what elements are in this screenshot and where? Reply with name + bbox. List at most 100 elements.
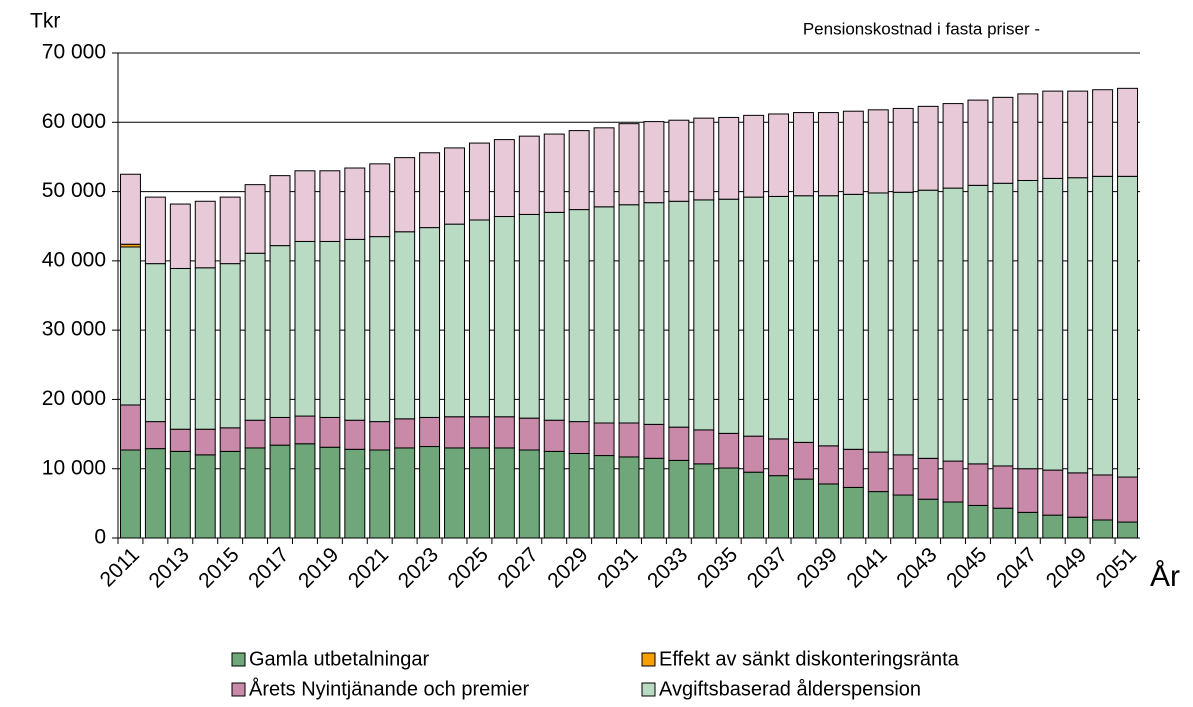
bar-segment	[693, 199, 715, 431]
bar-segment	[568, 130, 590, 211]
bar-segment	[369, 421, 391, 451]
bar-segment	[867, 109, 889, 194]
x-tick-label: 2011	[96, 543, 144, 591]
bar-segment	[294, 240, 316, 417]
bar-segment	[468, 219, 490, 418]
legend-label: Gamla utbetalningar	[249, 648, 429, 670]
bar-segment	[668, 459, 690, 539]
bar-segment	[144, 263, 166, 423]
bar-segment	[144, 196, 166, 265]
legend-swatch	[641, 682, 656, 697]
bar-segment	[743, 435, 765, 473]
bar-segment	[369, 163, 391, 238]
bar-segment	[518, 449, 540, 539]
y-axis-label: Tkr	[30, 10, 60, 33]
bar-segment	[419, 152, 441, 229]
x-tick-label: 2019	[294, 543, 343, 592]
y-tick-label: 30 000	[42, 318, 106, 341]
bar-segment	[693, 117, 715, 201]
bar-segment	[419, 446, 441, 539]
bar-segment	[768, 475, 790, 539]
bar-segment	[244, 252, 266, 421]
bar-segment	[842, 110, 864, 195]
bar-segment	[817, 112, 839, 197]
bar-segment	[269, 444, 291, 539]
bar-segment	[468, 416, 490, 449]
bar-segment	[1042, 469, 1064, 516]
bar-segment	[643, 457, 665, 539]
bar-segment	[892, 494, 914, 539]
x-tick-label: 2037	[743, 543, 792, 592]
bar-segment	[942, 103, 964, 189]
bar-segment	[119, 404, 141, 451]
bar-segment	[842, 448, 864, 488]
bar-segment	[718, 432, 740, 469]
bar-segment	[568, 452, 590, 539]
bar-segment	[768, 438, 790, 477]
bar-segment	[867, 192, 889, 453]
x-tick-label: 2025	[444, 543, 493, 592]
y-tick-label: 10 000	[42, 456, 106, 479]
bar-segment	[942, 501, 964, 539]
legend-label: Årets Nyintjänande och premier	[249, 677, 529, 700]
bar-segment	[942, 187, 964, 462]
bar-segment	[194, 267, 216, 430]
chart-title: Pensionskostnad i fasta priser -	[803, 19, 1040, 38]
bar-segment	[1092, 89, 1114, 177]
x-tick-label: 2029	[543, 543, 592, 592]
bar-segment	[543, 211, 565, 421]
bar-segment	[967, 99, 989, 186]
bar-segment	[468, 142, 490, 221]
bar-segment	[768, 113, 790, 197]
bar-segment	[219, 427, 241, 452]
bar-segment	[842, 486, 864, 539]
bar-segment	[294, 415, 316, 445]
bar-segment	[419, 416, 441, 448]
legend-swatch	[641, 652, 656, 667]
legend-label: Effekt av sänkt diskonteringsränta	[659, 648, 960, 670]
bar-segment	[743, 196, 765, 437]
bar-segment	[444, 223, 465, 418]
bar-segment	[394, 157, 416, 233]
bar-segment	[743, 114, 765, 198]
bar-segment	[668, 426, 690, 461]
bar-segment	[294, 443, 316, 539]
bar-segment	[1042, 177, 1064, 471]
bar-segment	[867, 491, 889, 539]
bar-segment	[967, 184, 989, 465]
bar-segment	[1117, 87, 1139, 177]
bar-segment	[169, 267, 191, 430]
bar-segment	[369, 449, 391, 539]
bar-segment	[493, 139, 515, 218]
bar-segment	[244, 184, 266, 254]
y-tick-label: 50 000	[42, 179, 106, 202]
bar-segment	[369, 236, 391, 423]
x-tick-label: 2047	[992, 543, 1041, 592]
bar-segment	[1117, 521, 1139, 539]
bar-segment	[169, 428, 191, 452]
bar-segment	[493, 416, 515, 449]
x-axis-label: År	[1150, 560, 1180, 593]
bar-segment	[1117, 476, 1139, 523]
x-tick-label: 2023	[394, 543, 443, 592]
bar-segment	[394, 447, 416, 539]
bar-segment	[518, 417, 540, 451]
y-tick-label: 20 000	[42, 387, 106, 410]
bar-segment	[344, 167, 366, 240]
bar-segment	[793, 478, 814, 539]
bar-segment	[169, 450, 191, 539]
bar-segment	[892, 107, 914, 193]
bar-segment	[693, 429, 715, 465]
bar-segment	[319, 240, 341, 418]
bar-segment	[793, 112, 814, 197]
bar-segment	[219, 196, 241, 265]
bar-segment	[618, 422, 640, 458]
bar-segment	[718, 467, 740, 539]
bar-segment	[518, 135, 540, 215]
y-tick-label: 0	[94, 526, 106, 549]
bar-segment	[917, 189, 939, 459]
bar-segment	[842, 193, 864, 450]
bar-segment	[718, 198, 740, 434]
bar-segment	[668, 200, 690, 428]
